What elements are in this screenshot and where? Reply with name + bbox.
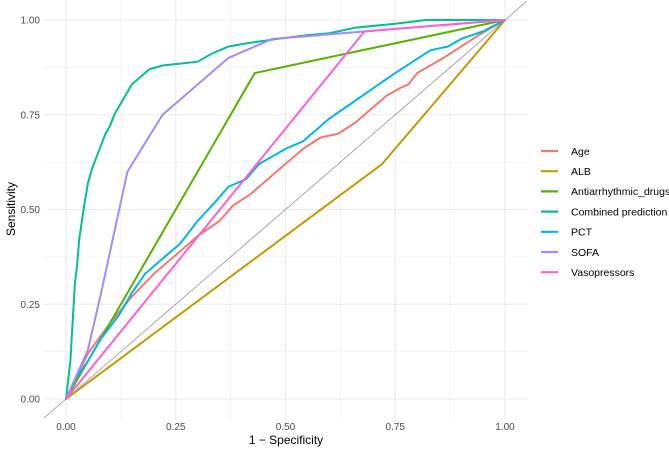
roc-curve-antiarrhythmic-drugs: [65, 19, 506, 400]
roc-curve-pct: [65, 19, 506, 400]
x-tick-label: 1.00: [495, 422, 515, 433]
x-tick-label: 0.00: [56, 422, 76, 433]
roc-curve-vasopressors: [65, 19, 506, 400]
legend-label: Combined prediction: [571, 206, 667, 218]
reference-line: [43, 0, 528, 419]
x-tick-label: 0.25: [166, 422, 186, 433]
roc-curve-sofa: [65, 19, 506, 400]
roc-curve-age: [65, 19, 506, 400]
x-axis-ticks: 0.00 0.25 0.50 0.75 1.00: [56, 422, 515, 433]
reference-diagonal: [43, 0, 528, 419]
legend: Age ALB Antiarrhythmic_drugs Combined predi…: [541, 146, 669, 279]
legend-label: ALB: [571, 166, 591, 178]
y-tick-label: 0.50: [21, 205, 41, 216]
roc-curve-alb: [65, 19, 506, 400]
y-axis-title: Sensitivity: [4, 182, 18, 236]
legend-label: PCT: [571, 227, 593, 239]
y-tick-label: 0.00: [21, 395, 41, 406]
legend-label: Antiarrhythmic_drugs: [571, 186, 669, 198]
y-tick-label: 0.25: [21, 300, 41, 311]
legend-label: Vasopressors: [571, 267, 634, 279]
roc-curves: [65, 19, 506, 400]
y-axis-ticks: 0.00 0.25 0.50 0.75 1.00: [21, 16, 41, 406]
legend-label: SOFA: [571, 247, 599, 259]
y-tick-label: 1.00: [21, 16, 41, 27]
legend-label: Age: [571, 146, 590, 158]
x-tick-label: 0.50: [276, 422, 296, 433]
x-axis-title: 1 − Specificity: [249, 433, 323, 447]
x-tick-label: 0.75: [386, 422, 406, 433]
y-tick-label: 0.75: [21, 110, 41, 121]
